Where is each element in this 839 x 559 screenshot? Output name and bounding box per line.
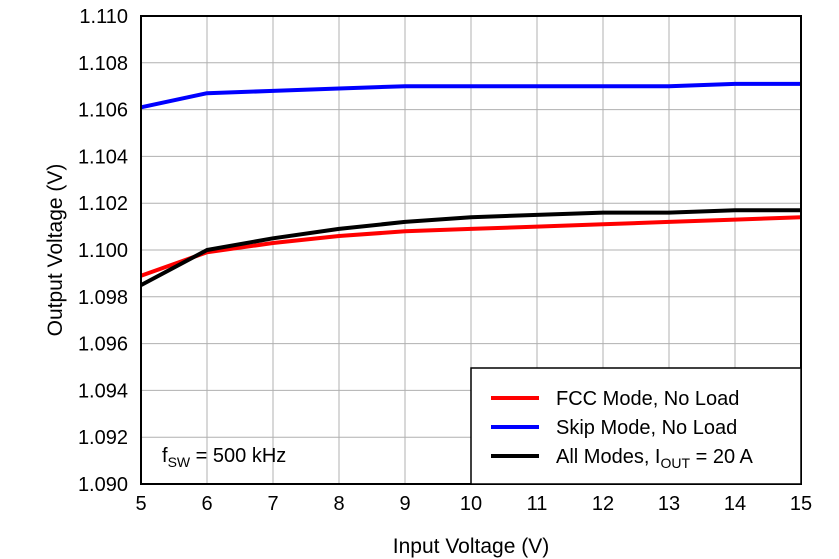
x-tick-label: 15 xyxy=(790,493,812,515)
x-tick-label: 10 xyxy=(460,493,482,515)
x-tick-label: 6 xyxy=(201,493,212,515)
legend-label-2: All Modes, IOUT = 20 A xyxy=(556,446,754,471)
y-tick-label: 1.100 xyxy=(78,240,128,262)
legend-label-main: All Modes, I xyxy=(556,446,660,468)
x-tick-label: 9 xyxy=(399,493,410,515)
x-tick-label: 8 xyxy=(333,493,344,515)
y-tick-label: 1.098 xyxy=(78,287,128,309)
legend-label-rest: = 20 A xyxy=(690,446,753,468)
annotation-subscript: SW xyxy=(168,454,191,470)
series-lines xyxy=(140,81,802,287)
x-tick-label: 7 xyxy=(267,493,278,515)
series-line-0 xyxy=(140,215,802,278)
tick-labels: 5 6 7 8 9 10 11 12 13 14 15 1.090 1.092 1.094 1.096 1.0… xyxy=(78,6,812,515)
y-tick-label: 1.104 xyxy=(78,146,128,168)
y-tick-label: 1.110 xyxy=(79,6,128,28)
y-tick-label: 1.102 xyxy=(78,193,128,215)
x-tick-label: 12 xyxy=(592,493,614,515)
legend-label-main: Skip Mode, No Load xyxy=(556,417,737,439)
y-tick-label: 1.092 xyxy=(78,427,128,449)
y-tick-label: 1.106 xyxy=(78,100,128,122)
x-tick-label: 13 xyxy=(658,493,680,515)
legend: FCC Mode, No Load Skip Mode, No Load All M… xyxy=(470,367,802,485)
y-tick-label: 1.096 xyxy=(78,334,128,356)
switching-frequency-annotation: fSW = 500 kHz xyxy=(162,445,286,470)
series-line-2 xyxy=(140,208,801,287)
legend-items: FCC Mode, No Load Skip Mode, No Load All M… xyxy=(491,388,754,471)
series-line-1 xyxy=(140,81,801,110)
legend-label-0: FCC Mode, No Load xyxy=(556,388,739,410)
x-axis-title: Input Voltage (V) xyxy=(393,535,549,558)
y-tick-label: 1.094 xyxy=(78,380,128,402)
y-axis-title: Output Voltage (V) xyxy=(44,164,67,337)
legend-label-1: Skip Mode, No Load xyxy=(556,417,737,439)
legend-label-main: FCC Mode, No Load xyxy=(556,388,739,410)
x-tick-label: 14 xyxy=(724,493,746,515)
annotation-main: f xyxy=(162,445,168,467)
legend-label-subscript: OUT xyxy=(660,455,690,471)
y-tick-label: 1.090 xyxy=(78,474,128,496)
x-tick-label: 5 xyxy=(135,493,146,515)
x-tick-label: 11 xyxy=(527,493,548,515)
y-tick-label: 1.108 xyxy=(78,53,128,75)
annotation-rest: = 500 kHz xyxy=(190,445,286,467)
